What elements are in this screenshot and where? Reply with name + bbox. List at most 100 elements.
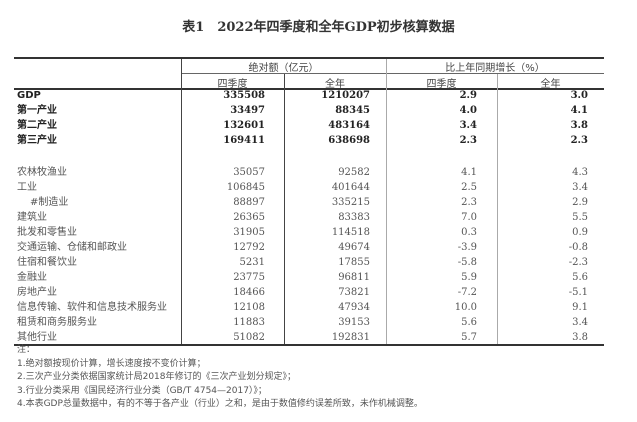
header-q4-growth: 四季度: [426, 79, 457, 90]
q4-value: 88897: [233, 197, 265, 208]
year-value: 49674: [338, 242, 370, 253]
q4-value: 12792: [233, 242, 265, 253]
note-heading: 注：: [17, 345, 36, 355]
row-label: #制造业: [30, 197, 69, 208]
year-value: 88345: [335, 105, 370, 116]
year-growth: -2.3: [568, 257, 588, 268]
year-value: 83383: [338, 212, 370, 223]
column-divider: [497, 74, 498, 344]
q4-value: 18466: [233, 287, 265, 298]
year-growth: 2.3: [570, 135, 588, 146]
year-growth: 4.1: [570, 105, 588, 116]
q4-growth: 5.9: [461, 272, 477, 283]
q4-growth: 2.3: [459, 135, 477, 146]
q4-growth: 3.4: [459, 120, 477, 131]
row-label: GDP: [17, 90, 41, 101]
row-label: 住宿和餐饮业: [17, 257, 77, 268]
table-row: 租赁和商务服务业 11883 39153 5.6 3.4: [0, 315, 637, 330]
note-item: 2.三次产业分类依据国家统计局2018年修订的《三次产业划分规定》；: [17, 372, 296, 382]
q4-value: 5231: [239, 257, 265, 268]
q4-value: 26365: [233, 212, 265, 223]
q4-growth: -3.9: [457, 242, 477, 253]
year-growth: 9.1: [572, 302, 588, 313]
q4-growth: 2.9: [459, 90, 477, 101]
q4-value: 51082: [233, 332, 265, 343]
q4-growth: 0.3: [461, 227, 477, 238]
year-value: 47934: [338, 302, 370, 313]
row-label: 房地产业: [17, 287, 57, 298]
header-growth-rate: 比上年同期增长（%）: [445, 63, 545, 74]
table-row: 建筑业 26365 83383 7.0 5.5: [0, 210, 637, 225]
table-row: 住宿和餐饮业 5231 17855 -5.8 -2.3: [0, 255, 637, 270]
q4-value: 12108: [233, 302, 265, 313]
q4-value: 169411: [223, 135, 265, 146]
q4-growth: 10.0: [454, 302, 477, 313]
q4-value: 11883: [233, 317, 265, 328]
table-title: 表1 2022年四季度和全年GDP初步核算数据: [182, 20, 455, 35]
note-item: 4.本表GDP总量数据中，有的不等于各产业（行业）之和，是由于数值修约误差所致，…: [17, 399, 423, 409]
top-rule: [14, 57, 604, 59]
year-growth: 3.4: [572, 182, 588, 193]
year-growth: 5.5: [572, 212, 588, 223]
year-growth: -0.8: [568, 242, 588, 253]
q4-growth: 2.3: [461, 197, 477, 208]
table-row: GDP 335508 1210207 2.9 3.0: [0, 88, 637, 103]
row-label: 第一产业: [17, 105, 57, 116]
row-label: 建筑业: [17, 212, 47, 223]
table-row: 第三产业 169411 638698 2.3 2.3: [0, 133, 637, 148]
table-row: 交通运输、仓储和邮政业 12792 49674 -3.9 -0.8: [0, 240, 637, 255]
row-label: 信息传输、软件和信息技术服务业: [17, 302, 167, 313]
table-row: 房地产业 18466 73821 -7.2 -5.1: [0, 285, 637, 300]
note-item: 3.行业分类采用《国民经济行业分类（GB/T 4754—2017）》；: [17, 385, 267, 396]
q4-value: 335508: [223, 90, 265, 101]
q4-growth: 5.6: [461, 317, 477, 328]
row-label: 第三产业: [17, 135, 57, 146]
row-label: 农林牧渔业: [17, 167, 67, 178]
q4-value: 33497: [230, 105, 265, 116]
year-value: 92582: [338, 167, 370, 178]
q4-growth: -7.2: [457, 287, 477, 298]
year-value: 96811: [338, 272, 370, 283]
row-label: 金融业: [17, 272, 47, 283]
column-divider: [386, 59, 387, 344]
table-row: #制造业 88897 335215 2.3 2.9: [0, 195, 637, 210]
table-row: 信息传输、软件和信息技术服务业 12108 47934 10.0 9.1: [0, 300, 637, 315]
column-divider: [181, 59, 182, 344]
year-value: 483164: [328, 120, 370, 131]
q4-growth: 5.7: [461, 332, 477, 343]
q4-value: 132601: [223, 120, 265, 131]
year-growth: 3.8: [572, 332, 588, 343]
table-row: 第一产业 33497 88345 4.0 4.1: [0, 103, 637, 118]
notes: 注： 1.绝对额按现价计算，增长速度按不变价计算； 2.三次产业分类依据国家统计…: [17, 344, 423, 412]
q4-growth: 4.0: [459, 105, 477, 116]
header-absolute-value: 绝对额（亿元）: [248, 63, 319, 74]
q4-value: 35057: [233, 167, 265, 178]
bottom-rule: [14, 344, 604, 346]
year-value: 73821: [338, 287, 370, 298]
table-row: 工业 106845 401644 2.5 3.4: [0, 180, 637, 195]
row-label: 交通运输、仓储和邮政业: [17, 242, 127, 253]
year-value: 192831: [331, 332, 370, 343]
row-label: 租赁和商务服务业: [17, 317, 97, 328]
table-row: 金融业 23775 96811 5.9 5.6: [0, 270, 637, 285]
year-growth: 4.3: [572, 167, 588, 178]
row-label: 工业: [17, 182, 37, 193]
header-year-growth: 全年: [540, 79, 561, 90]
q4-growth: 7.0: [461, 212, 477, 223]
year-growth: 3.4: [572, 317, 588, 328]
header-bottom-rule: [14, 88, 604, 90]
year-value: 335215: [331, 197, 370, 208]
q4-growth: -5.8: [457, 257, 477, 268]
year-value: 39153: [338, 317, 370, 328]
row-label: 其他行业: [17, 332, 57, 343]
year-growth: -5.1: [568, 287, 588, 298]
year-value: 638698: [328, 135, 370, 146]
table-row: 批发和零售业 31905 114518 0.3 0.9: [0, 225, 637, 240]
header-year-value: 全年: [325, 79, 345, 90]
note-item: 1.绝对额按现价计算，增长速度按不变价计算；: [17, 358, 206, 369]
year-growth: 2.9: [572, 197, 588, 208]
row-label: 批发和零售业: [17, 227, 77, 238]
year-value: 114518: [331, 227, 370, 238]
year-growth: 3.0: [570, 90, 588, 101]
table-row: 农林牧渔业 35057 92582 4.1 4.3: [0, 165, 637, 180]
